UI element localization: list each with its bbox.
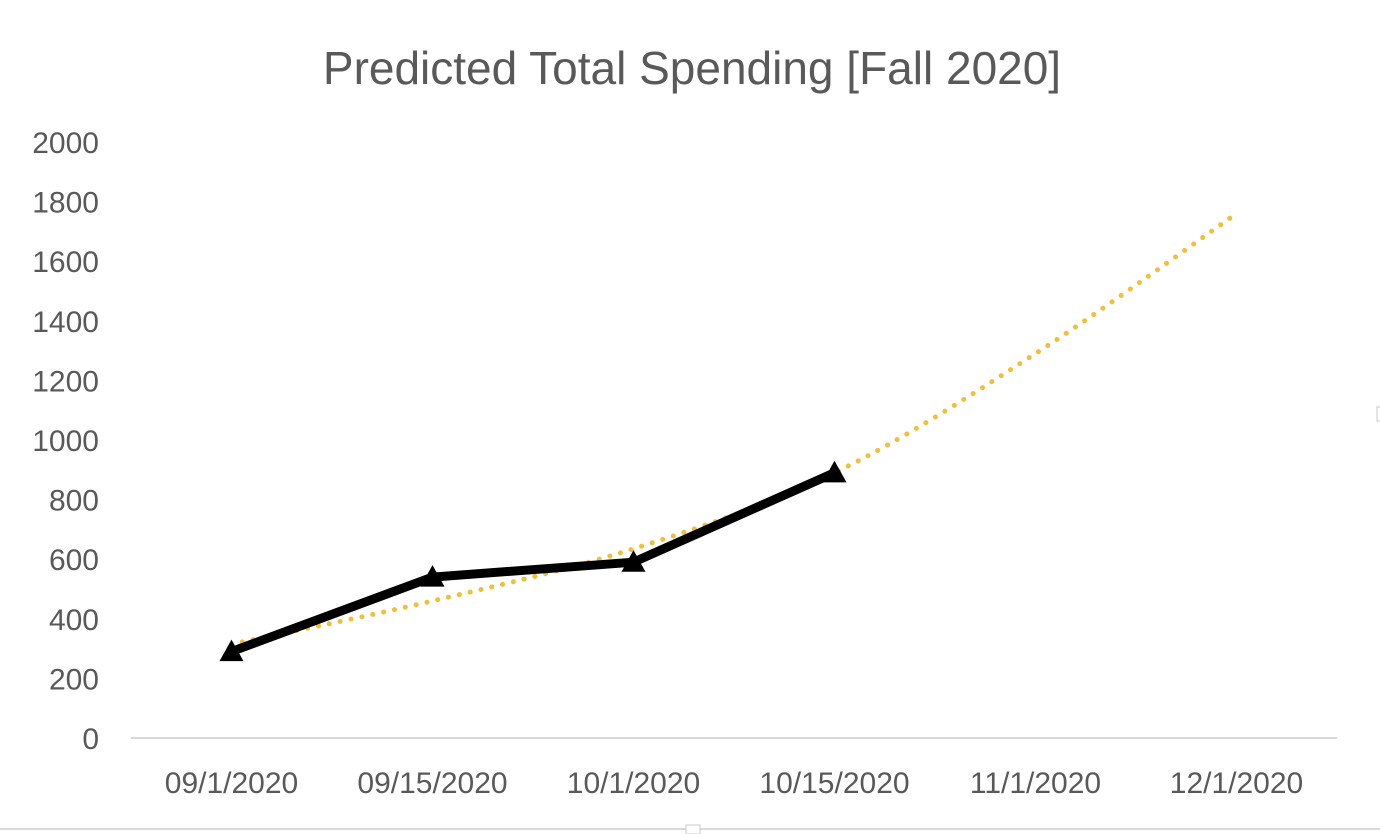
triangle-marker (621, 550, 646, 572)
y-tick-label: 1000 (32, 425, 99, 458)
y-axis-ticks: 0 200 400 600 800 1000 1200 1400 1600 1800 2000 (32, 127, 99, 756)
y-tick-label: 600 (49, 544, 99, 577)
triangle-marker (822, 460, 847, 483)
x-tick-label: 11/1/2020 (970, 767, 1101, 800)
y-tick-label: 800 (49, 485, 99, 518)
triangle-marker (219, 639, 244, 662)
trendline (229, 211, 1239, 647)
x-tick-label: 10/1/2020 (567, 767, 700, 800)
y-tick-label: 1200 (32, 365, 99, 398)
series-markers (219, 460, 847, 662)
y-tick-label: 1600 (32, 246, 99, 279)
x-tick-label: 10/15/2020 (759, 767, 909, 800)
resize-handle-right[interactable] (1376, 406, 1380, 422)
resize-handle-bottom[interactable] (685, 824, 701, 834)
x-tick-label: 12/1/2020 (1170, 767, 1303, 800)
y-tick-label: 1800 (32, 187, 99, 220)
y-tick-label: 2000 (32, 127, 99, 160)
y-tick-label: 1400 (32, 306, 99, 339)
x-tick-label: 09/15/2020 (357, 767, 507, 800)
y-tick-label: 0 (82, 723, 99, 756)
x-axis-ticks: 09/1/2020 09/15/2020 10/1/2020 10/15/2020 11… (165, 767, 1303, 800)
chart-title: Predicted Total Spending [Fall 2020] (323, 42, 1061, 94)
y-tick-label: 400 (49, 604, 99, 637)
triangle-marker (420, 565, 445, 587)
y-tick-label: 200 (49, 663, 99, 696)
x-tick-label: 09/1/2020 (165, 767, 298, 800)
series-line (227, 468, 839, 657)
